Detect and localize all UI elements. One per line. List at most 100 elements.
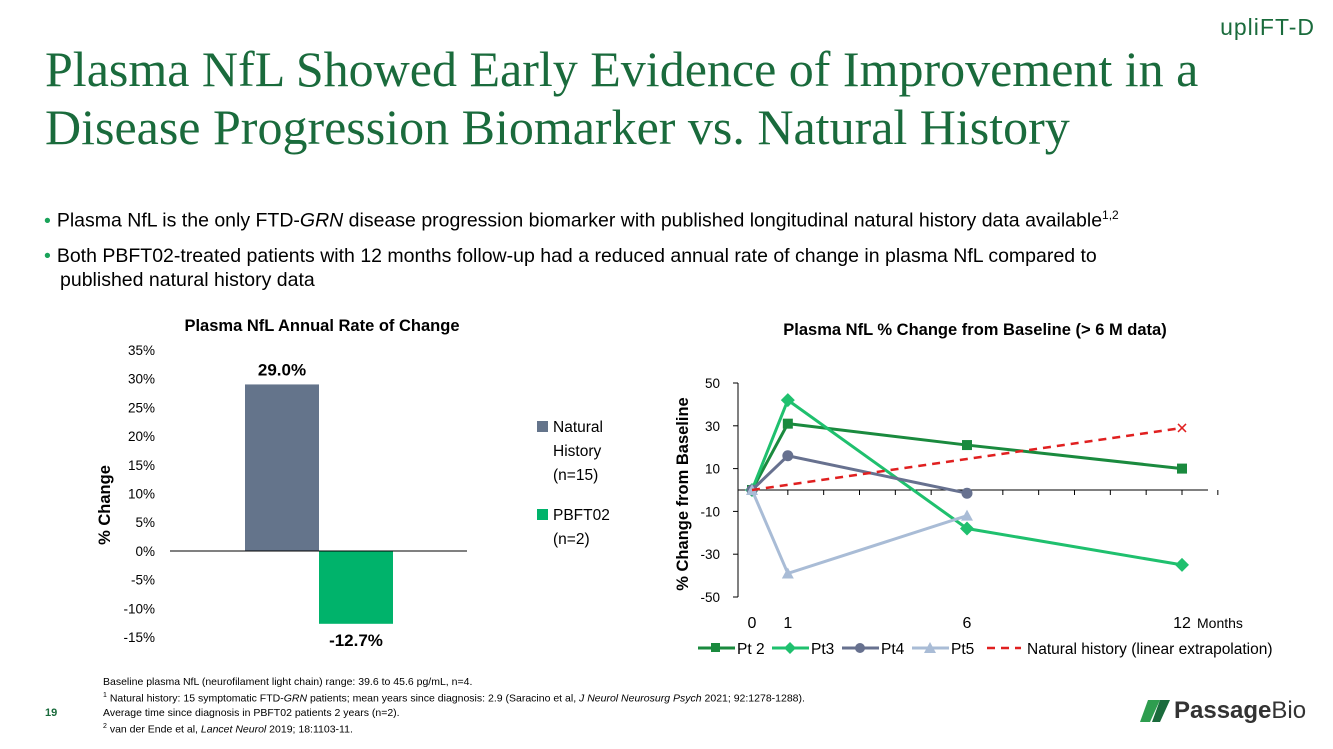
legend-marker-pt5	[924, 642, 936, 653]
bar-y-tick-label: 20%	[128, 429, 155, 444]
bar-pbft02	[319, 550, 393, 624]
series-line-natural-history	[751, 426, 1183, 492]
line-legend: Pt 2 Pt3 Pt4 Pt5 Natural history (linear…	[698, 641, 1273, 658]
point-pt2	[962, 440, 972, 451]
series-line-pt4	[750, 454, 968, 495]
bar-y-tick-label: 5%	[135, 515, 155, 530]
legend-label-pt4: Pt4	[881, 641, 905, 658]
bar-bars: 29.0% -12.7%	[245, 360, 393, 650]
series-line-pt2	[750, 422, 1183, 491]
footnotes: Baseline plasma NfL (neurofilament light…	[103, 675, 805, 736]
legend-label-natural-history: Natural history (linear extrapolation)	[1027, 641, 1273, 658]
line-y-tick-label: -30	[700, 547, 720, 562]
line-y-ticks: 50 30 10 -10 -30 -50	[700, 376, 738, 605]
bar-chart-title: Plasma NfL Annual Rate of Change	[184, 317, 459, 335]
line-x-tick-label: 1	[783, 615, 792, 632]
footnote-1-e: 2021; 92:1278-1288).	[701, 692, 805, 705]
point-pt2	[1177, 463, 1187, 474]
uplift-d-logo: upliFT-D	[1220, 14, 1315, 40]
series-line-pt5	[750, 489, 968, 576]
footnote-baseline: Baseline plasma NfL (neurofilament light…	[103, 676, 473, 688]
legend-marker-pt3	[784, 642, 796, 654]
bullet-2-line-1: Both PBFT02-treated patients with 12 mon…	[56, 245, 1097, 267]
bar-y-tick-label: -10%	[123, 601, 155, 616]
line-chart-title: Plasma NfL % Change from Baseline (> 6 M…	[783, 321, 1166, 339]
page-number: 19	[45, 707, 58, 719]
line-y-tick-label: -50	[700, 590, 720, 605]
bar-data-label: 29.0%	[258, 360, 306, 379]
footnote-1-sup: 1	[103, 692, 107, 699]
line-chart-ylabel: % Change from Baseline	[674, 397, 692, 590]
point-pt5	[781, 567, 794, 579]
line-x-axis: 0 1 6 12	[738, 489, 1219, 632]
line-x-tick-label: 0	[748, 615, 757, 632]
bar-y-tick-label: 10%	[128, 487, 155, 502]
legend-label-pt5: Pt5	[951, 641, 974, 658]
line-x-tick-label: 12	[1173, 615, 1191, 632]
footnote-2: 2 van der Ende et al, Lancet Neurol 2019…	[103, 720, 805, 737]
bar-y-tick-label: 25%	[128, 400, 155, 415]
line-y-tick-label: 30	[705, 419, 720, 434]
bullet-1-text-a: Plasma NfL is the only FTD-	[56, 209, 300, 232]
bullet-2: • Both PBFT02-treated patients with 12 mo…	[44, 244, 1314, 292]
legend-marker-pt4	[855, 643, 865, 653]
legend-natural-history-l1: Natural	[553, 419, 603, 436]
bullet-2-line-2: published natural history data	[60, 269, 315, 291]
point-pt4	[782, 450, 794, 462]
footnote-1-a: Natural history: 15 symptomatic FTD-	[106, 692, 284, 705]
footnote-2-a: van der Ende et al,	[106, 723, 201, 735]
point-pt2	[782, 418, 793, 429]
footnote-2-sup: 2	[103, 722, 107, 730]
bar-y-tick-label: 30%	[128, 372, 155, 387]
footnote-pbft02: Average time since diagnosis in PBFT02 p…	[103, 706, 400, 719]
footnote-1-c: patients; mean years since diagnosis: 2.…	[307, 692, 580, 705]
footnote-2-b: Lancet Neurol	[200, 723, 267, 735]
line-x-tick-label: 6	[963, 615, 972, 632]
bar-data-label: -12.7%	[329, 631, 383, 650]
line-xaxis-unit: Months	[1197, 615, 1243, 631]
bar-y-tick-label: -5%	[131, 573, 155, 588]
legend-swatch-natural-history	[537, 421, 548, 432]
bullet-dot-icon: •	[44, 245, 51, 267]
legend-marker-pt2	[711, 643, 720, 652]
bar-y-tick-label: 15%	[128, 458, 155, 473]
footnote-1-d: J Neurol Neurosurg Psych	[579, 692, 702, 705]
passage-bio-logo-word2: Bio	[1271, 697, 1307, 724]
bar-y-ticks: 35% 30% 25% 20% 15% 10% 5% 0% -5% -10% -15%	[123, 343, 155, 645]
bar-chart: Plasma NfL Annual Rate of Change % Chang…	[96, 317, 610, 650]
footnote-1-b: GRN	[283, 692, 308, 705]
passage-bio-logo: Passage Bio	[1140, 697, 1306, 725]
legend-natural-history-l2: History	[553, 443, 601, 460]
point-natural-history	[1177, 423, 1187, 433]
legend-label-pt2: Pt 2	[737, 641, 765, 658]
bar-natural-history	[245, 384, 319, 551]
line-chart: Plasma NfL % Change from Baseline (> 6 M…	[674, 321, 1273, 658]
passage-bio-logo-icon	[1140, 700, 1170, 722]
series-line-pt3	[750, 397, 1183, 567]
point-pt3	[1175, 557, 1189, 572]
bar-y-tick-label: -15%	[123, 630, 155, 645]
point-pt4	[961, 487, 973, 499]
bullet-1-sup: 1,2	[1102, 208, 1119, 222]
slide-title: Plasma NfL Showed Early Evidence of Impr…	[45, 41, 1199, 155]
legend-swatch-pbft02	[537, 509, 548, 520]
line-y-tick-label: 10	[705, 462, 720, 477]
footnote-2-c: 2019; 18:1103-11.	[266, 723, 353, 735]
point-pt3	[780, 393, 795, 408]
bar-y-tick-label: 35%	[128, 343, 155, 358]
bar-chart-ylabel: % Change	[96, 465, 114, 545]
line-y-tick-label: 50	[705, 376, 720, 391]
point-pt5	[961, 509, 973, 521]
bullet-dot-icon: •	[44, 209, 51, 232]
point-pt3	[960, 521, 974, 536]
legend-pbft02-l2: (n=2)	[553, 531, 590, 548]
legend-natural-history-l3: (n=15)	[553, 467, 598, 484]
footnote-1: 1 Natural history: 15 symptomatic FTD-GR…	[103, 689, 805, 706]
line-series	[745, 393, 1189, 579]
bar-legend: Natural History (n=15) PBFT02 (n=2)	[537, 419, 610, 548]
legend-pbft02-l1: PBFT02	[553, 507, 610, 524]
legend-label-pt3: Pt3	[811, 641, 834, 658]
bar-y-tick-label: 0%	[135, 544, 155, 559]
passage-bio-logo-word1: Passage	[1174, 697, 1272, 724]
bullet-1-text-italic: GRN	[299, 209, 344, 232]
